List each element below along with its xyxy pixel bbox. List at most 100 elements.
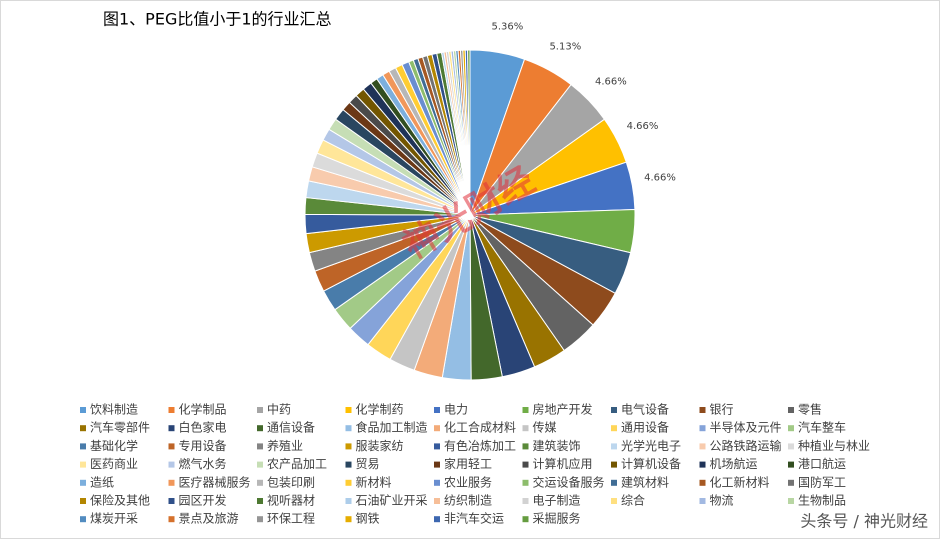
legend-label: 机场航运 xyxy=(710,456,758,471)
legend-label: 电力 xyxy=(444,403,468,417)
legend-label: 饮料制造 xyxy=(90,403,138,417)
legend-marker xyxy=(168,425,175,432)
legend-label: 保险及其他 xyxy=(90,493,150,508)
legend-label: 种植业与林业 xyxy=(798,438,870,453)
legend-marker xyxy=(434,479,440,486)
legend-marker xyxy=(168,479,175,486)
legend-marker xyxy=(434,461,440,468)
legend-marker xyxy=(168,461,175,468)
legend-label: 专用设备 xyxy=(179,438,227,453)
legend-label: 电子制造 xyxy=(533,494,581,508)
legend-label: 建筑装饰 xyxy=(533,438,581,453)
legend-label: 贸易 xyxy=(356,457,380,471)
chart-title: 图1、PEG比值小于1的行业汇总 xyxy=(103,10,332,29)
legend-marker xyxy=(168,516,175,523)
legend-marker xyxy=(80,516,86,523)
legend-marker xyxy=(257,461,263,468)
legend-marker xyxy=(80,479,86,486)
legend-marker xyxy=(788,443,794,450)
legend-marker xyxy=(168,443,175,450)
legend-label: 家用轻工 xyxy=(444,456,492,471)
legend-label: 房地产开发 xyxy=(533,402,593,417)
legend-marker xyxy=(788,407,794,413)
legend-label: 化工新材料 xyxy=(710,474,770,489)
legend-label: 电气设备 xyxy=(621,402,669,417)
legend-marker xyxy=(257,479,263,486)
legend-label: 建筑材料 xyxy=(621,474,669,489)
legend-marker xyxy=(257,498,263,504)
legend-label: 视听器材 xyxy=(267,493,315,508)
legend-label: 化学制品 xyxy=(179,402,227,417)
legend-label: 综合 xyxy=(621,493,645,508)
legend-label: 新材料 xyxy=(356,474,392,489)
legend-marker xyxy=(345,407,352,413)
legend-marker xyxy=(522,461,529,468)
legend-label: 白色家电 xyxy=(179,420,227,435)
legend-label: 计算机应用 xyxy=(533,456,593,471)
legend-label: 半导体及元件 xyxy=(710,421,782,435)
legend-marker xyxy=(257,425,263,432)
legend-label: 医药商业 xyxy=(90,456,138,471)
legend-marker xyxy=(788,479,794,486)
legend-label: 汽车零部件 xyxy=(90,420,150,435)
legend-marker xyxy=(788,425,794,432)
legend-label: 环保工程 xyxy=(267,511,315,526)
legend-marker xyxy=(611,461,617,468)
legend-marker xyxy=(80,498,86,504)
legend-label: 食品加工制造 xyxy=(356,420,428,435)
legend-marker xyxy=(80,461,86,468)
legend-label: 交运设备服务 xyxy=(533,474,605,489)
legend-label: 基础化学 xyxy=(90,438,138,453)
legend-label: 有色冶炼加工 xyxy=(444,438,516,453)
legend-marker xyxy=(522,498,529,504)
legend-marker xyxy=(699,479,706,486)
legend-label: 景点及旅游 xyxy=(179,512,239,526)
legend-marker xyxy=(80,443,86,450)
data-label: 4.66% xyxy=(595,76,627,87)
legend-label: 中药 xyxy=(267,402,291,417)
legend-label: 零售 xyxy=(798,402,822,417)
legend-marker xyxy=(611,443,617,450)
legend-marker xyxy=(168,498,175,504)
legend-label: 农业服务 xyxy=(444,474,492,489)
legend-label: 服装家纺 xyxy=(356,438,404,453)
legend-marker xyxy=(522,516,529,523)
legend-label: 采掘服务 xyxy=(533,511,581,526)
data-label: 5.36% xyxy=(491,22,523,33)
legend-label: 物流 xyxy=(710,494,734,508)
legend-marker xyxy=(257,516,263,523)
legend-label: 农产品加工 xyxy=(267,457,327,471)
legend-marker xyxy=(611,407,617,413)
legend-marker xyxy=(345,425,352,432)
data-label: 5.13% xyxy=(549,42,581,53)
legend-label: 石油矿业开采 xyxy=(356,494,428,508)
legend-label: 燃气水务 xyxy=(179,456,227,471)
legend-label: 园区开发 xyxy=(179,493,227,508)
legend-marker xyxy=(345,443,352,450)
legend-label: 港口航运 xyxy=(798,456,846,471)
legend-marker xyxy=(611,498,617,504)
legend-marker xyxy=(434,516,440,523)
data-label: 4.66% xyxy=(627,121,659,132)
legend-marker xyxy=(80,425,86,432)
legend-marker xyxy=(788,461,794,468)
legend-label: 国防军工 xyxy=(798,474,846,489)
data-label: 4.66% xyxy=(644,173,676,184)
legend-label: 医疗器械服务 xyxy=(179,474,251,489)
legend-label: 养殖业 xyxy=(267,438,303,453)
legend-marker xyxy=(522,425,529,432)
legend-marker xyxy=(257,407,263,413)
legend-marker xyxy=(168,407,175,413)
legend-label: 非汽车交运 xyxy=(444,511,504,526)
pie-slice xyxy=(467,49,471,216)
legend-marker xyxy=(699,443,706,450)
legend-label: 汽车整车 xyxy=(798,420,846,435)
legend-marker xyxy=(522,479,529,486)
legend-marker xyxy=(611,479,617,486)
legend-marker xyxy=(80,407,86,413)
legend-marker xyxy=(434,407,440,413)
legend-marker xyxy=(522,443,529,450)
legend-label: 传媒 xyxy=(533,420,557,435)
legend-label: 公路铁路运输 xyxy=(710,438,782,453)
